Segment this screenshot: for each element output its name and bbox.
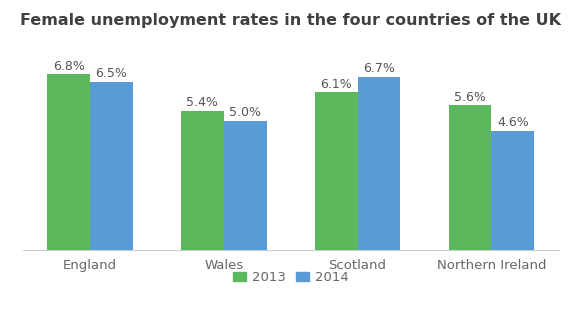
Text: 6.8%: 6.8% — [52, 60, 84, 73]
Bar — [181, 110, 224, 250]
Bar — [90, 82, 133, 250]
Text: 6.7%: 6.7% — [363, 62, 395, 75]
Title: Female unemployment rates in the four countries of the UK: Female unemployment rates in the four co… — [20, 12, 561, 28]
Bar — [449, 105, 491, 250]
Text: 6.1%: 6.1% — [320, 78, 352, 91]
Bar — [491, 131, 534, 250]
Text: 5.4%: 5.4% — [186, 96, 218, 109]
Bar — [357, 77, 401, 250]
Bar — [315, 92, 357, 250]
Bar — [47, 75, 90, 250]
Text: 5.6%: 5.6% — [454, 91, 486, 104]
Text: 5.0%: 5.0% — [229, 106, 261, 119]
Text: 6.5%: 6.5% — [95, 68, 127, 80]
Bar — [224, 121, 267, 250]
Legend: 2013, 2014: 2013, 2014 — [228, 266, 353, 290]
Text: 4.6%: 4.6% — [497, 116, 529, 129]
